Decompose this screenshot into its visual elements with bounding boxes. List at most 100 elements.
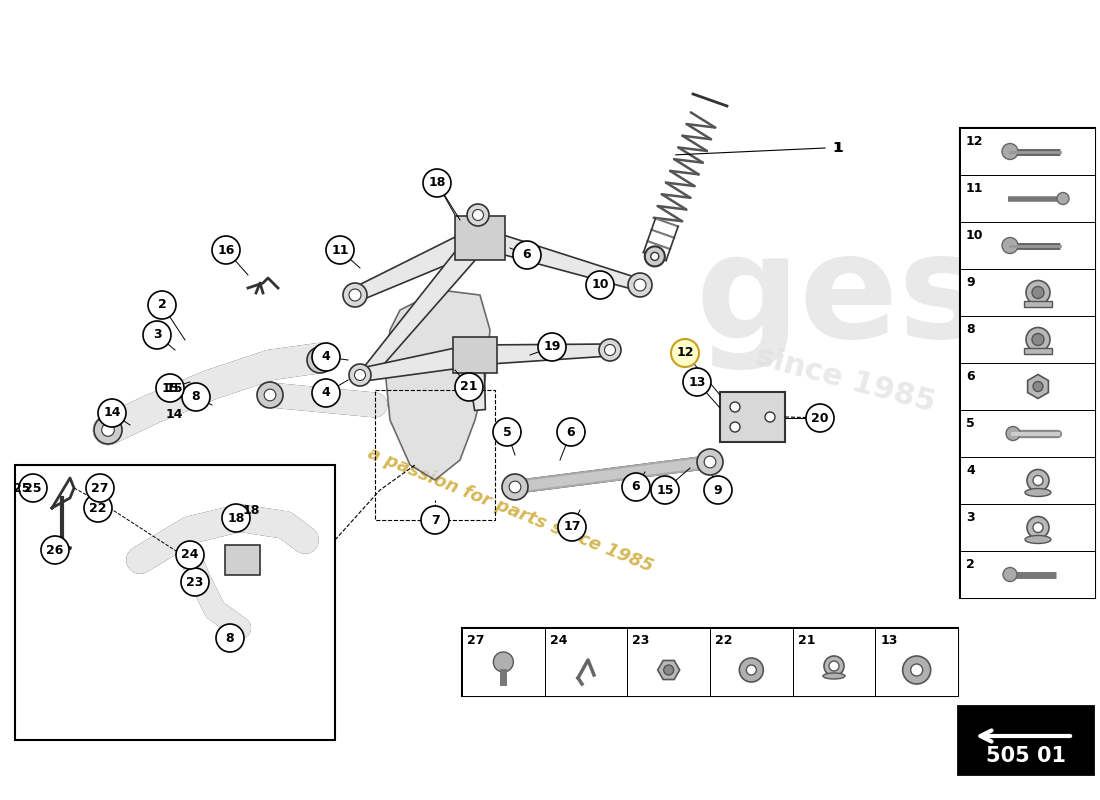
Bar xyxy=(960,551,1094,598)
Ellipse shape xyxy=(1025,489,1050,497)
Circle shape xyxy=(651,476,679,504)
Circle shape xyxy=(98,399,126,427)
Polygon shape xyxy=(365,231,488,374)
Circle shape xyxy=(84,494,112,522)
Text: 20: 20 xyxy=(812,411,828,425)
Circle shape xyxy=(182,383,210,411)
Circle shape xyxy=(683,368,711,396)
Text: 15: 15 xyxy=(165,382,183,394)
Text: a passion for parts since 1985: a passion for parts since 1985 xyxy=(365,444,656,576)
Circle shape xyxy=(182,568,209,596)
Circle shape xyxy=(1057,193,1069,205)
Text: 17: 17 xyxy=(563,521,581,534)
Text: 16: 16 xyxy=(218,243,234,257)
Polygon shape xyxy=(359,344,477,382)
Circle shape xyxy=(128,548,152,572)
Circle shape xyxy=(1026,281,1050,305)
Circle shape xyxy=(651,253,659,261)
Bar xyxy=(876,628,958,696)
Text: 13: 13 xyxy=(689,375,706,389)
Text: 10: 10 xyxy=(966,229,983,242)
Circle shape xyxy=(1033,522,1043,533)
Text: 27: 27 xyxy=(91,482,109,494)
Circle shape xyxy=(558,513,586,541)
Text: 24: 24 xyxy=(182,549,199,562)
Circle shape xyxy=(343,283,367,307)
Circle shape xyxy=(264,389,276,401)
Text: 13: 13 xyxy=(880,634,898,647)
Text: 4: 4 xyxy=(966,464,975,477)
Circle shape xyxy=(349,364,371,386)
Text: 22: 22 xyxy=(89,502,107,514)
Ellipse shape xyxy=(823,673,845,679)
Text: 18: 18 xyxy=(428,177,446,190)
Circle shape xyxy=(502,474,528,500)
Bar xyxy=(627,628,710,696)
Bar xyxy=(710,628,793,696)
Text: 21: 21 xyxy=(460,381,477,394)
Bar xyxy=(462,628,958,696)
Bar xyxy=(960,128,1094,175)
Circle shape xyxy=(86,474,114,502)
Circle shape xyxy=(557,418,585,446)
Circle shape xyxy=(663,665,673,675)
Polygon shape xyxy=(477,229,641,290)
Text: 8: 8 xyxy=(226,631,234,645)
Circle shape xyxy=(307,347,333,373)
Text: 5: 5 xyxy=(966,417,975,430)
Circle shape xyxy=(1027,517,1049,538)
Text: 22: 22 xyxy=(715,634,733,647)
Circle shape xyxy=(299,534,311,546)
Circle shape xyxy=(704,476,732,504)
Circle shape xyxy=(473,210,484,221)
Circle shape xyxy=(621,473,650,501)
Circle shape xyxy=(1026,327,1050,351)
Circle shape xyxy=(41,536,69,564)
Circle shape xyxy=(176,541,204,569)
Bar xyxy=(226,545,260,575)
Circle shape xyxy=(671,339,698,367)
Circle shape xyxy=(746,665,757,675)
Circle shape xyxy=(605,345,616,355)
Circle shape xyxy=(222,504,250,532)
Bar xyxy=(960,504,1094,551)
Text: 7: 7 xyxy=(430,514,439,526)
Circle shape xyxy=(628,273,652,297)
Text: 21: 21 xyxy=(798,634,815,647)
Circle shape xyxy=(645,246,664,266)
Text: 19: 19 xyxy=(543,341,561,354)
Text: 23: 23 xyxy=(632,634,650,647)
Text: 26: 26 xyxy=(46,543,64,557)
Text: since 1985: since 1985 xyxy=(752,342,938,418)
Text: 8: 8 xyxy=(966,323,975,336)
Circle shape xyxy=(586,271,614,299)
Bar xyxy=(960,363,1094,410)
Text: 23: 23 xyxy=(186,575,204,589)
Bar xyxy=(720,392,785,442)
Text: 9: 9 xyxy=(714,483,723,497)
Text: 2: 2 xyxy=(157,298,166,311)
Circle shape xyxy=(1033,382,1043,391)
Circle shape xyxy=(1027,470,1049,491)
Text: 18: 18 xyxy=(228,511,244,525)
Polygon shape xyxy=(1027,374,1048,398)
Circle shape xyxy=(493,418,521,446)
Text: 15: 15 xyxy=(657,483,673,497)
Circle shape xyxy=(634,279,646,291)
Circle shape xyxy=(312,343,340,371)
Text: 18: 18 xyxy=(243,503,261,517)
Text: 8: 8 xyxy=(191,390,200,403)
Circle shape xyxy=(134,554,146,566)
Circle shape xyxy=(1032,334,1044,346)
Circle shape xyxy=(1002,238,1018,254)
Circle shape xyxy=(326,236,354,264)
Bar xyxy=(453,337,497,373)
Circle shape xyxy=(229,617,251,639)
Circle shape xyxy=(600,339,621,361)
Text: 12: 12 xyxy=(676,346,694,359)
Circle shape xyxy=(354,370,365,381)
Text: 1: 1 xyxy=(833,141,843,155)
Circle shape xyxy=(234,622,245,634)
Text: 1: 1 xyxy=(832,141,842,155)
Text: 2: 2 xyxy=(966,558,975,571)
